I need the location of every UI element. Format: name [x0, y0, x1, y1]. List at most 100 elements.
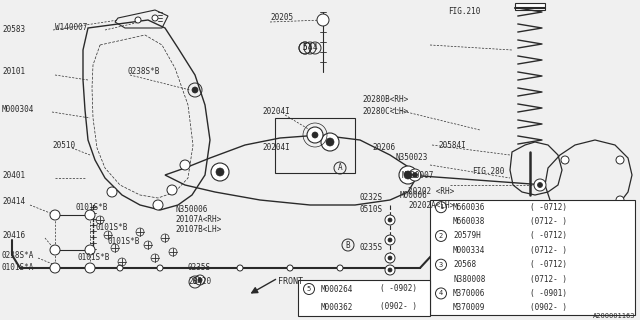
Circle shape	[50, 263, 60, 273]
Text: 20280C<LH>: 20280C<LH>	[362, 108, 408, 116]
Text: 4: 4	[308, 44, 312, 52]
Text: 0235S: 0235S	[360, 244, 383, 252]
Circle shape	[50, 210, 60, 220]
Text: N350023: N350023	[395, 154, 428, 163]
Text: 20280B<RH>: 20280B<RH>	[362, 95, 408, 105]
Text: 20414: 20414	[2, 197, 25, 206]
Text: 20583: 20583	[2, 26, 25, 35]
Text: 20107A<RH>: 20107A<RH>	[175, 215, 221, 225]
Text: M370009: M370009	[453, 303, 485, 312]
Circle shape	[388, 268, 392, 272]
Circle shape	[385, 235, 395, 245]
Circle shape	[157, 265, 163, 271]
Text: FIG.280: FIG.280	[472, 167, 504, 177]
Circle shape	[385, 215, 395, 225]
Circle shape	[538, 182, 543, 188]
Text: N380008: N380008	[453, 275, 485, 284]
Text: 20204I: 20204I	[262, 108, 290, 116]
Text: M660038: M660038	[453, 217, 485, 226]
Text: M000362: M000362	[321, 302, 353, 311]
Text: FRONT: FRONT	[278, 277, 303, 286]
Circle shape	[385, 265, 395, 275]
Text: 0101S*B: 0101S*B	[75, 204, 108, 212]
Text: ( -0712): ( -0712)	[530, 260, 567, 269]
Bar	[298, 280, 430, 316]
Circle shape	[413, 172, 417, 178]
Text: M000334: M000334	[453, 246, 485, 255]
Text: (0902- ): (0902- )	[380, 302, 417, 311]
Circle shape	[404, 171, 412, 179]
Bar	[515, 3, 545, 10]
Text: N350006: N350006	[175, 205, 207, 214]
Text: (0712- ): (0712- )	[530, 217, 567, 226]
Circle shape	[312, 132, 318, 138]
Circle shape	[198, 278, 202, 282]
Text: 20420: 20420	[188, 277, 211, 286]
Text: 20206: 20206	[372, 143, 395, 153]
Circle shape	[317, 14, 329, 26]
Text: M00006: M00006	[400, 190, 428, 199]
Circle shape	[180, 160, 190, 170]
Text: W140007: W140007	[55, 23, 88, 33]
Circle shape	[85, 263, 95, 273]
Circle shape	[388, 256, 392, 260]
Text: A200001163: A200001163	[593, 313, 635, 319]
Text: M030007: M030007	[402, 171, 435, 180]
Text: 0101S*B: 0101S*B	[108, 237, 140, 246]
Circle shape	[321, 133, 339, 151]
Circle shape	[399, 166, 417, 184]
Circle shape	[195, 275, 205, 285]
Text: 0238S*A: 0238S*A	[2, 251, 35, 260]
Text: 1: 1	[439, 204, 443, 210]
Text: 20107B<LH>: 20107B<LH>	[175, 226, 221, 235]
Bar	[275, 118, 355, 173]
Circle shape	[388, 218, 392, 222]
Circle shape	[50, 245, 60, 255]
Circle shape	[616, 156, 624, 164]
Text: 5: 5	[303, 44, 307, 52]
Text: 0238S*B: 0238S*B	[128, 68, 161, 76]
Circle shape	[616, 196, 624, 204]
Text: B: B	[346, 241, 350, 250]
Circle shape	[107, 187, 117, 197]
Circle shape	[534, 179, 546, 191]
Text: 20416: 20416	[2, 230, 25, 239]
Text: M000304: M000304	[2, 106, 35, 115]
Text: 5: 5	[307, 286, 311, 292]
Text: 20101: 20101	[2, 68, 25, 76]
Circle shape	[337, 265, 343, 271]
Text: (0902- ): (0902- )	[530, 303, 567, 312]
Text: M000264: M000264	[321, 284, 353, 293]
Text: ( -0712): ( -0712)	[530, 231, 567, 240]
Text: 20579H: 20579H	[453, 231, 481, 240]
Text: M370006: M370006	[453, 289, 485, 298]
Circle shape	[167, 185, 177, 195]
Circle shape	[307, 127, 323, 143]
Circle shape	[409, 169, 421, 181]
Circle shape	[85, 210, 95, 220]
Circle shape	[326, 138, 334, 146]
Text: 5: 5	[303, 44, 307, 52]
Circle shape	[237, 265, 243, 271]
Text: M660036: M660036	[453, 203, 485, 212]
Text: 0101S*A: 0101S*A	[2, 263, 35, 273]
Circle shape	[152, 15, 158, 21]
Circle shape	[561, 156, 569, 164]
Text: B: B	[193, 277, 197, 286]
Text: 3: 3	[439, 262, 443, 268]
Text: ( -0712): ( -0712)	[530, 203, 567, 212]
Bar	[430, 200, 635, 315]
Circle shape	[385, 253, 395, 263]
Text: 0101S*B: 0101S*B	[78, 253, 110, 262]
Text: 20568: 20568	[453, 260, 476, 269]
Text: 20401: 20401	[2, 171, 25, 180]
Text: 20510: 20510	[52, 140, 75, 149]
Text: 20204I: 20204I	[262, 143, 290, 153]
Circle shape	[85, 245, 95, 255]
Text: 4: 4	[313, 44, 317, 52]
Circle shape	[211, 163, 229, 181]
Text: 0235S: 0235S	[188, 263, 211, 273]
Circle shape	[561, 201, 569, 209]
Text: (0712- ): (0712- )	[530, 246, 567, 255]
Text: 20202 <RH>: 20202 <RH>	[408, 188, 454, 196]
